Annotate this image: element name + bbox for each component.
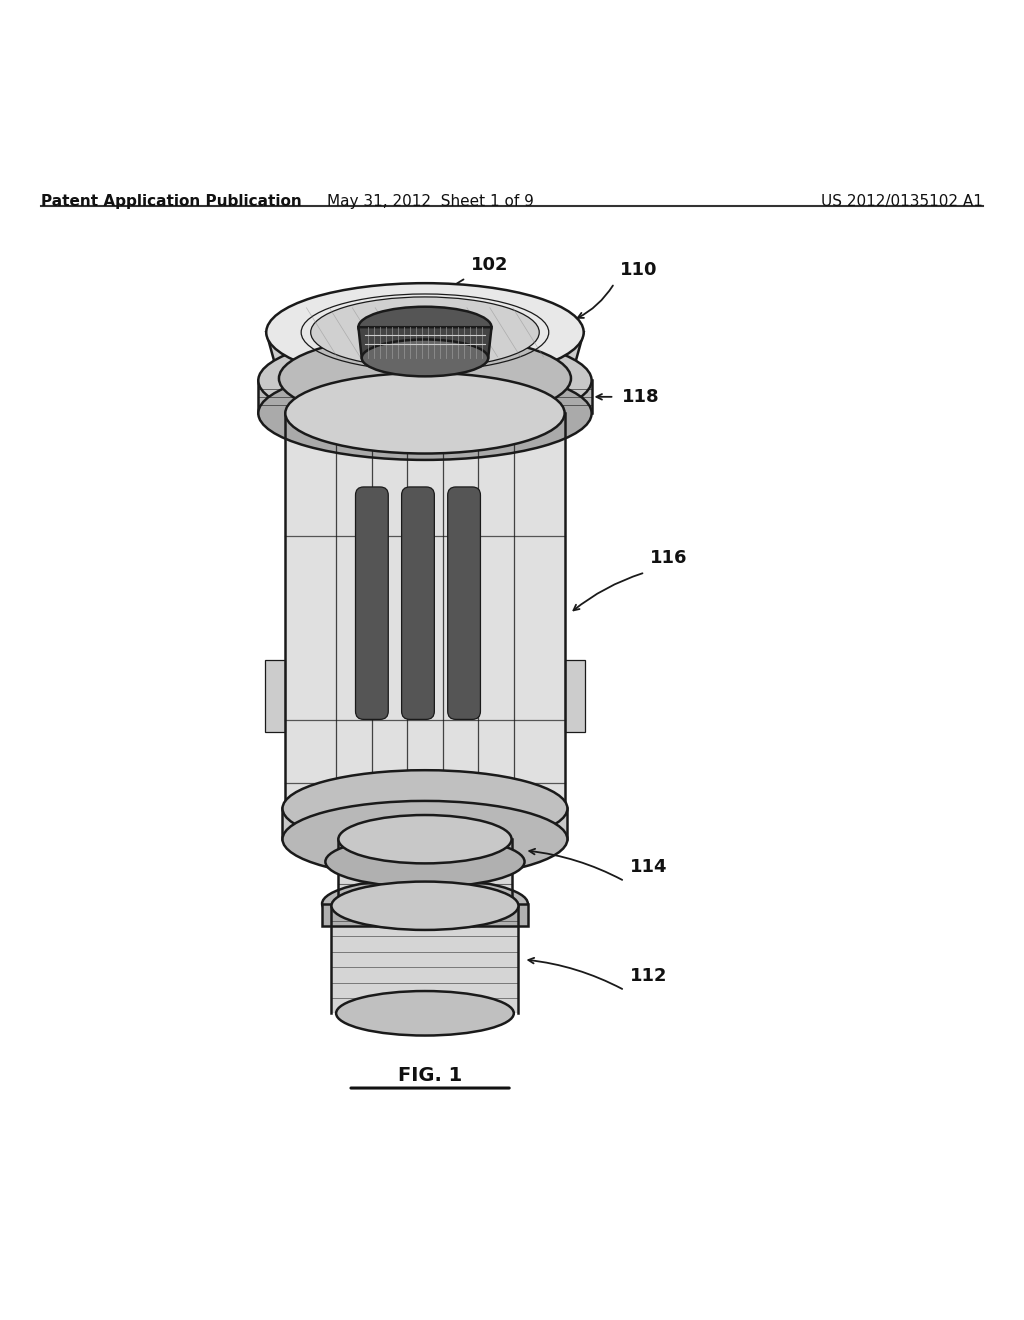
Ellipse shape — [336, 991, 514, 1035]
Ellipse shape — [323, 878, 527, 929]
Text: 116: 116 — [650, 549, 688, 568]
Polygon shape — [323, 904, 527, 927]
Ellipse shape — [338, 814, 512, 863]
Polygon shape — [265, 660, 286, 731]
Text: 118: 118 — [622, 388, 659, 405]
Ellipse shape — [332, 882, 518, 931]
FancyBboxPatch shape — [401, 487, 434, 719]
Polygon shape — [326, 840, 524, 862]
Ellipse shape — [310, 297, 540, 368]
Polygon shape — [286, 413, 564, 813]
Ellipse shape — [283, 801, 567, 878]
Polygon shape — [283, 808, 567, 840]
FancyBboxPatch shape — [447, 487, 480, 719]
Ellipse shape — [286, 374, 564, 454]
Text: 114: 114 — [630, 858, 668, 876]
Ellipse shape — [326, 837, 524, 887]
Text: 102: 102 — [471, 256, 509, 275]
Polygon shape — [564, 660, 585, 731]
Text: Patent Application Publication: Patent Application Publication — [41, 194, 302, 209]
Polygon shape — [338, 840, 512, 906]
Text: FIG. 1: FIG. 1 — [398, 1067, 462, 1085]
Ellipse shape — [258, 334, 592, 428]
Ellipse shape — [266, 284, 584, 381]
Ellipse shape — [258, 367, 592, 459]
Ellipse shape — [361, 339, 488, 376]
Ellipse shape — [326, 814, 524, 865]
Polygon shape — [258, 380, 592, 413]
Ellipse shape — [283, 770, 567, 846]
FancyBboxPatch shape — [355, 487, 388, 719]
Text: US 2012/0135102 A1: US 2012/0135102 A1 — [821, 194, 983, 209]
Text: 112: 112 — [630, 968, 668, 985]
Text: 110: 110 — [620, 261, 657, 279]
Polygon shape — [266, 333, 584, 379]
Polygon shape — [358, 327, 492, 358]
Ellipse shape — [358, 306, 492, 347]
Text: May 31, 2012  Sheet 1 of 9: May 31, 2012 Sheet 1 of 9 — [327, 194, 534, 209]
Polygon shape — [332, 906, 518, 1014]
Ellipse shape — [279, 335, 571, 421]
